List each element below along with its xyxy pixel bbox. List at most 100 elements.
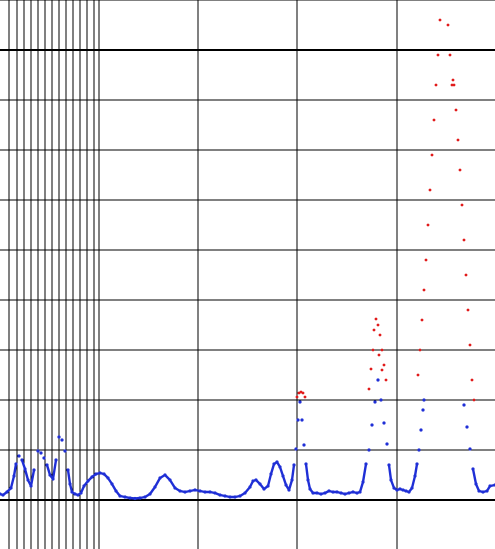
data-point-high	[472, 398, 476, 402]
data-point-low	[462, 403, 466, 407]
data-point-high	[380, 368, 384, 372]
data-point-high	[422, 288, 426, 292]
data-point-high	[295, 395, 299, 399]
trace-segment-low	[306, 478, 312, 491]
data-point-high	[426, 223, 430, 227]
trace-segment-low	[23, 467, 30, 482]
data-point-high	[450, 83, 454, 87]
data-point-low	[379, 398, 383, 402]
trace-segment-low	[269, 462, 276, 476]
data-point-low	[421, 408, 425, 412]
data-point-high	[301, 391, 305, 395]
data-point-low	[294, 447, 298, 451]
data-point-high	[384, 378, 388, 382]
data-point-low	[296, 418, 300, 422]
data-point-low	[60, 438, 64, 442]
data-point-high	[420, 318, 424, 322]
data-point-high	[367, 387, 371, 391]
trace-segment-low	[361, 462, 368, 484]
trace-segment-low	[266, 472, 273, 488]
data-point-low	[17, 454, 21, 458]
data-point-low	[42, 456, 46, 460]
data-point-high	[424, 258, 428, 262]
trace-segment-low	[29, 468, 36, 488]
data-point-high	[378, 333, 382, 337]
data-point-high	[303, 395, 307, 399]
data-point-high	[466, 308, 470, 312]
trace-segment-low	[287, 478, 294, 492]
trace-segment-low	[51, 458, 58, 481]
data-point-high	[452, 83, 456, 87]
data-point-low	[417, 448, 421, 452]
data-point-high	[416, 373, 420, 377]
data-point-high	[458, 168, 462, 172]
trace-segment-low	[278, 465, 285, 478]
trace-segment-low	[20, 458, 27, 471]
data-point-low	[370, 423, 374, 427]
trace-segment-low	[110, 482, 118, 493]
trace-segment-low	[358, 480, 365, 494]
trace-segment-low	[387, 463, 393, 482]
data-point-low	[422, 398, 426, 402]
data-point-high	[382, 363, 386, 367]
data-point-low	[367, 448, 371, 452]
data-point-low	[465, 425, 469, 429]
data-point-high	[468, 343, 472, 347]
trace-segment-low	[413, 462, 419, 478]
data-point-high	[446, 23, 450, 27]
trace-segment-low	[45, 463, 52, 477]
data-point-low	[63, 449, 67, 453]
data-point-low	[36, 449, 40, 453]
data-point-low	[373, 400, 377, 404]
trace-segment-low	[474, 482, 481, 493]
data-point-high	[430, 153, 434, 157]
data-point-low	[419, 428, 423, 432]
data-point-high	[460, 203, 464, 207]
data-point-low	[468, 447, 472, 451]
data-point-low	[39, 451, 43, 455]
trace-segment-low	[153, 476, 162, 489]
data-point-high	[376, 323, 380, 327]
data-point-high	[448, 53, 452, 57]
data-points	[0, 18, 495, 501]
data-point-low	[300, 418, 304, 422]
trace-segment-low	[471, 467, 478, 486]
data-point-low	[382, 421, 386, 425]
trace-segment-low	[304, 462, 310, 482]
trace-segment-low	[66, 468, 72, 486]
data-point-high	[451, 78, 455, 82]
data-point-high	[456, 138, 460, 142]
data-point-high	[418, 348, 422, 352]
data-point-high	[462, 238, 466, 242]
data-point-high	[371, 348, 375, 352]
trace-segment-low	[106, 476, 114, 486]
trace-segment-low	[290, 463, 296, 482]
data-point-high	[372, 328, 376, 332]
trace-segment-low	[79, 484, 86, 495]
trace-segment-low	[12, 462, 18, 478]
data-point-high	[434, 83, 438, 87]
trace-segment-low	[9, 474, 16, 490]
data-point-low	[376, 378, 380, 382]
trace-segment-low	[488, 483, 495, 488]
data-point-low	[385, 442, 389, 446]
trace-segment-low	[68, 482, 74, 494]
trace-segment-low	[410, 474, 417, 490]
data-point-high	[428, 188, 432, 192]
data-point-low	[57, 435, 61, 439]
data-point-high	[369, 367, 373, 371]
data-point-high	[374, 317, 378, 321]
data-point-high	[380, 348, 384, 352]
data-point-high	[454, 108, 458, 112]
trace-segment-low	[389, 478, 396, 490]
trace-segment-low	[148, 485, 157, 496]
trace-segment-low	[243, 485, 252, 495]
data-point-high	[464, 273, 468, 277]
data-point-high	[470, 378, 474, 382]
data-point-high	[438, 18, 442, 22]
data-point-low	[302, 443, 306, 447]
trace-segment-low	[168, 478, 177, 490]
